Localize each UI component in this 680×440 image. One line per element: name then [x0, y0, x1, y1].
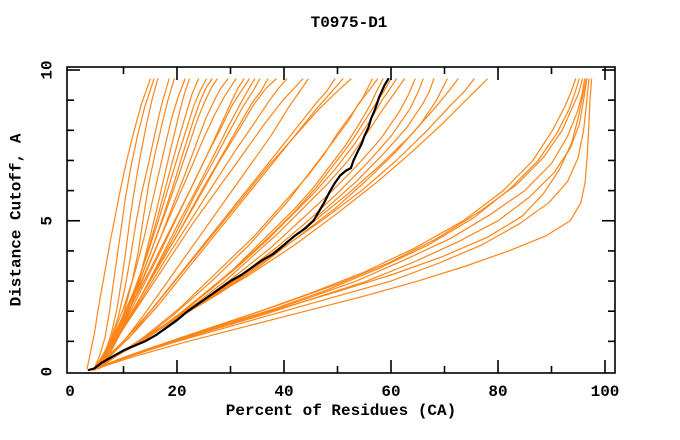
y-tick-label-5: 5: [39, 216, 57, 226]
model-curve-2: [93, 78, 155, 370]
model-curve-11: [95, 78, 218, 370]
y-axis-title: Distance Cutoff, A: [8, 133, 26, 306]
x-tick-label-40: 40: [274, 383, 293, 401]
model-curve-15: [96, 78, 250, 370]
x-tick-label-60: 60: [381, 383, 400, 401]
model-curve-41: [97, 78, 588, 370]
model-curve-38: [98, 78, 488, 370]
y-tick-label-0: 0: [39, 367, 57, 377]
model-curve-43: [93, 78, 586, 370]
axis-ticks-layer: [67, 67, 615, 373]
x-axis-title: Percent of Residues (CA): [226, 402, 456, 420]
model-curve-13: [93, 78, 237, 370]
model-curve-46: [97, 78, 577, 370]
model-curve-12: [96, 78, 229, 370]
axis-tick-labels-layer: 0 20 40 60 80 100 0 5 10: [39, 60, 620, 401]
highlighted-model-curve: [87, 77, 390, 372]
model-curve-3: [96, 78, 159, 370]
model-curve-39: [96, 78, 593, 370]
chart-title: T0975-D1: [311, 14, 388, 32]
x-tick-label-80: 80: [488, 383, 507, 401]
model-curve-24: [97, 78, 344, 370]
x-tick-label-0: 0: [65, 383, 75, 401]
y-tick-label-10: 10: [39, 60, 57, 79]
x-tick-label-20: 20: [167, 383, 186, 401]
model-curve-40: [95, 78, 590, 370]
x-tick-label-100: 100: [591, 383, 620, 401]
model-curve-21: [95, 78, 304, 370]
model-curves-layer: [86, 77, 593, 372]
model-curve-1: [86, 78, 151, 370]
model-curve-19: [94, 78, 277, 370]
model-curve-25: [93, 78, 352, 370]
